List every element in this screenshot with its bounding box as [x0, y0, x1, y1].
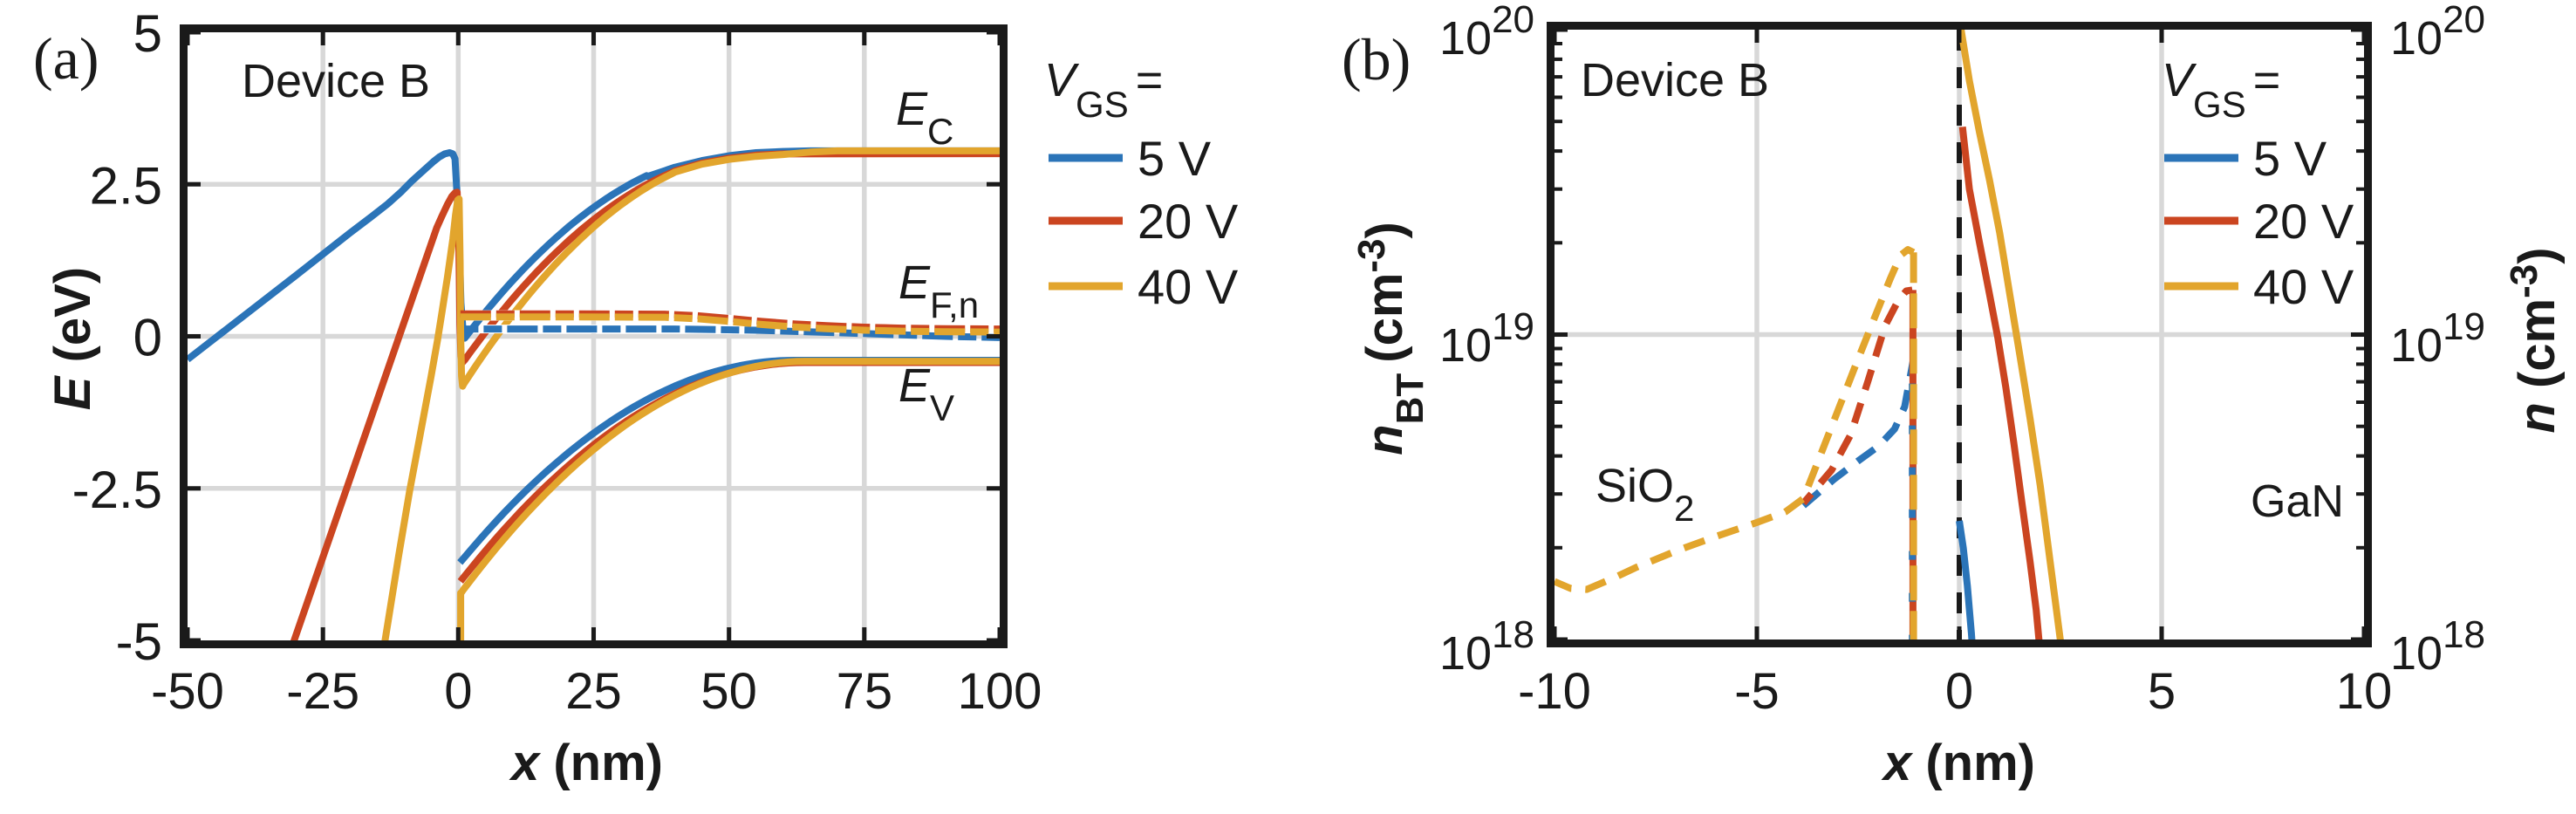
svg-text:(a): (a) [33, 25, 99, 92]
svg-text:Device B: Device B [242, 55, 430, 107]
svg-text:40 V: 40 V [1138, 259, 1239, 314]
svg-text:25: 25 [565, 663, 622, 720]
svg-text:2.5: 2.5 [90, 156, 162, 215]
svg-text:-5: -5 [1734, 663, 1780, 720]
svg-text:100: 100 [958, 663, 1042, 720]
svg-text:50: 50 [700, 663, 757, 720]
svg-text:0: 0 [444, 663, 472, 720]
svg-text:-5: -5 [116, 612, 162, 671]
svg-text:5 V: 5 V [1138, 131, 1212, 186]
svg-text:5: 5 [2148, 663, 2176, 720]
svg-text:20 V: 20 V [2253, 194, 2354, 249]
svg-text:0: 0 [1945, 663, 1973, 720]
svg-text:-10: -10 [1518, 663, 1591, 720]
svg-text:5: 5 [133, 4, 162, 63]
svg-text:-2.5: -2.5 [72, 461, 162, 519]
svg-text:0: 0 [133, 309, 162, 367]
svg-text:GaN: GaN [2251, 476, 2344, 527]
svg-text:75: 75 [837, 663, 893, 720]
svg-text:20 V: 20 V [1138, 194, 1239, 249]
svg-text:-50: -50 [151, 663, 224, 720]
svg-text:40 V: 40 V [2253, 259, 2354, 314]
svg-text:nBT(cm-3): nBT(cm-3) [1350, 222, 1431, 455]
svg-text:Device B: Device B [1581, 54, 1769, 106]
svg-text:E (eV): E (eV) [44, 267, 101, 410]
svg-text:10: 10 [2336, 663, 2393, 720]
svg-text:5 V: 5 V [2253, 131, 2327, 186]
svg-text:(b): (b) [1342, 26, 1411, 92]
svg-text:x (nm): x (nm) [509, 735, 663, 791]
svg-text:x (nm): x (nm) [1881, 735, 2035, 791]
svg-text:-25: -25 [286, 663, 359, 720]
